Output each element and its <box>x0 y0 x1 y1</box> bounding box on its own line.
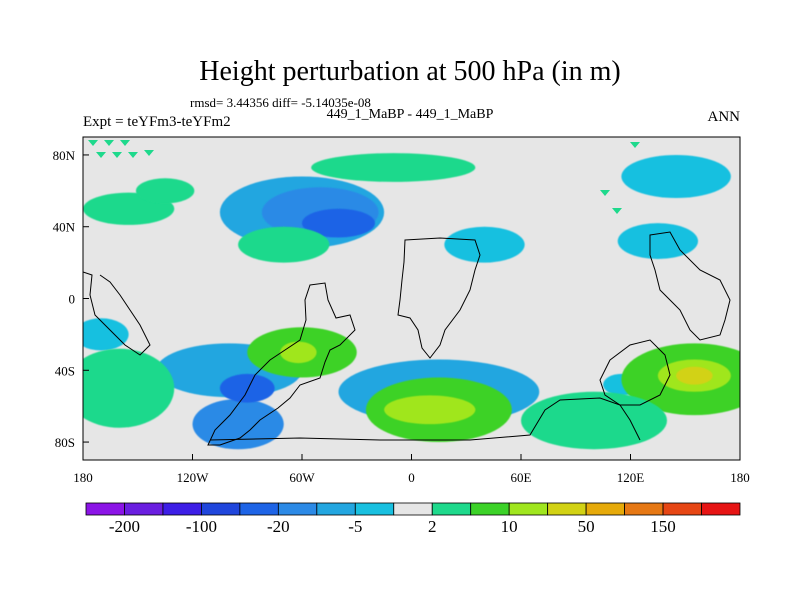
colorbar-label-6: 50 <box>578 517 595 536</box>
colorbar-swatch-14 <box>624 502 664 516</box>
contour-region-17 <box>280 341 317 364</box>
colorbar-swatch-13 <box>585 502 625 516</box>
contour-fill-layer <box>83 153 740 450</box>
colorbar: -200 -100 -20 -5 2 10 50 150 <box>85 502 741 536</box>
y-axis: 80N 40N 0 40S 80S <box>53 148 89 450</box>
africa-outline <box>397 237 481 359</box>
colorbar-swatch-8 <box>393 502 433 516</box>
contour-region-3 <box>311 153 476 182</box>
y-tick-label-3: 40S <box>55 363 75 378</box>
y-tick-label-1: 40N <box>53 220 76 235</box>
x-tick-label-6: 180 <box>730 470 750 485</box>
colorbar-label-4: 2 <box>428 517 437 536</box>
colorbar-label-3: -5 <box>348 517 362 536</box>
experiment-label: Expt = teYFm3-teYFm2 <box>83 114 231 130</box>
y-tick-label-4: 80S <box>55 435 75 450</box>
colorbar-swatch-5 <box>277 502 318 516</box>
x-tick-label-0: 180 <box>73 470 93 485</box>
colorbar-swatch-9 <box>431 502 472 516</box>
colorbar-swatch-10 <box>470 502 510 516</box>
colorbar-label-5: 10 <box>501 517 518 536</box>
contour-region-24 <box>521 391 667 450</box>
contour-region-6 <box>238 226 330 263</box>
contour-region-7 <box>444 226 525 263</box>
contour-region-5 <box>135 178 195 204</box>
colorbar-swatch-1 <box>124 502 164 516</box>
x-tick-label-3: 0 <box>408 470 415 485</box>
colorbar-swatch-2 <box>162 502 202 516</box>
contour-region-2 <box>302 208 375 238</box>
chart-title: Height perturbation at 500 hPa (in m) <box>199 56 620 87</box>
south-america-outline <box>207 282 356 446</box>
contour-region-9 <box>617 223 699 260</box>
contour-region-22 <box>676 366 713 385</box>
x-tick-label-4: 60E <box>511 470 532 485</box>
colorbar-swatch-15 <box>662 502 702 516</box>
antarctica-outline <box>209 397 641 441</box>
colorbar-label-1: -100 <box>186 517 217 536</box>
colorbar-label-2: -20 <box>267 517 290 536</box>
colorbar-swatch-7 <box>354 502 395 516</box>
period-label: 449_1_MaBP - 449_1_MaBP <box>327 107 494 122</box>
season-label: ANN <box>708 109 741 125</box>
colorbar-swatch-3 <box>201 502 241 516</box>
colorbar-label-7: 150 <box>650 517 676 536</box>
colorbar-swatch-4 <box>239 502 279 516</box>
y-tick-label-2: 0 <box>69 292 76 307</box>
x-tick-label-1: 120W <box>177 470 210 485</box>
stats-label: rmsd= 3.44356 diff= -5.14035e-08 <box>190 95 371 110</box>
colorbar-swatch-0 <box>85 502 125 516</box>
contour-region-12 <box>192 398 284 450</box>
x-tick-label-2: 60W <box>289 470 315 485</box>
contour-region-19 <box>384 395 476 425</box>
y-tick-label-0: 80N <box>53 148 76 163</box>
contour-region-8 <box>621 154 731 199</box>
north-america-outline <box>83 271 151 356</box>
colorbar-swatch-12 <box>547 502 587 516</box>
colorbar-swatch-16 <box>701 502 741 516</box>
contour-region-23 <box>83 348 175 428</box>
colorbar-label-0: -200 <box>109 517 140 536</box>
contour-region-14 <box>83 318 129 351</box>
colorbar-swatch-6 <box>316 502 356 516</box>
hatch-marks <box>88 140 640 214</box>
continent-outlines <box>83 231 731 446</box>
australia-outline <box>599 339 671 406</box>
x-axis: 180 120W 60W 0 60E 120E 180 <box>73 454 750 485</box>
colorbar-swatch-11 <box>508 502 549 516</box>
x-tick-label-5: 120E <box>617 470 645 485</box>
asia-outline <box>649 231 731 341</box>
contour-region-13 <box>219 373 275 403</box>
